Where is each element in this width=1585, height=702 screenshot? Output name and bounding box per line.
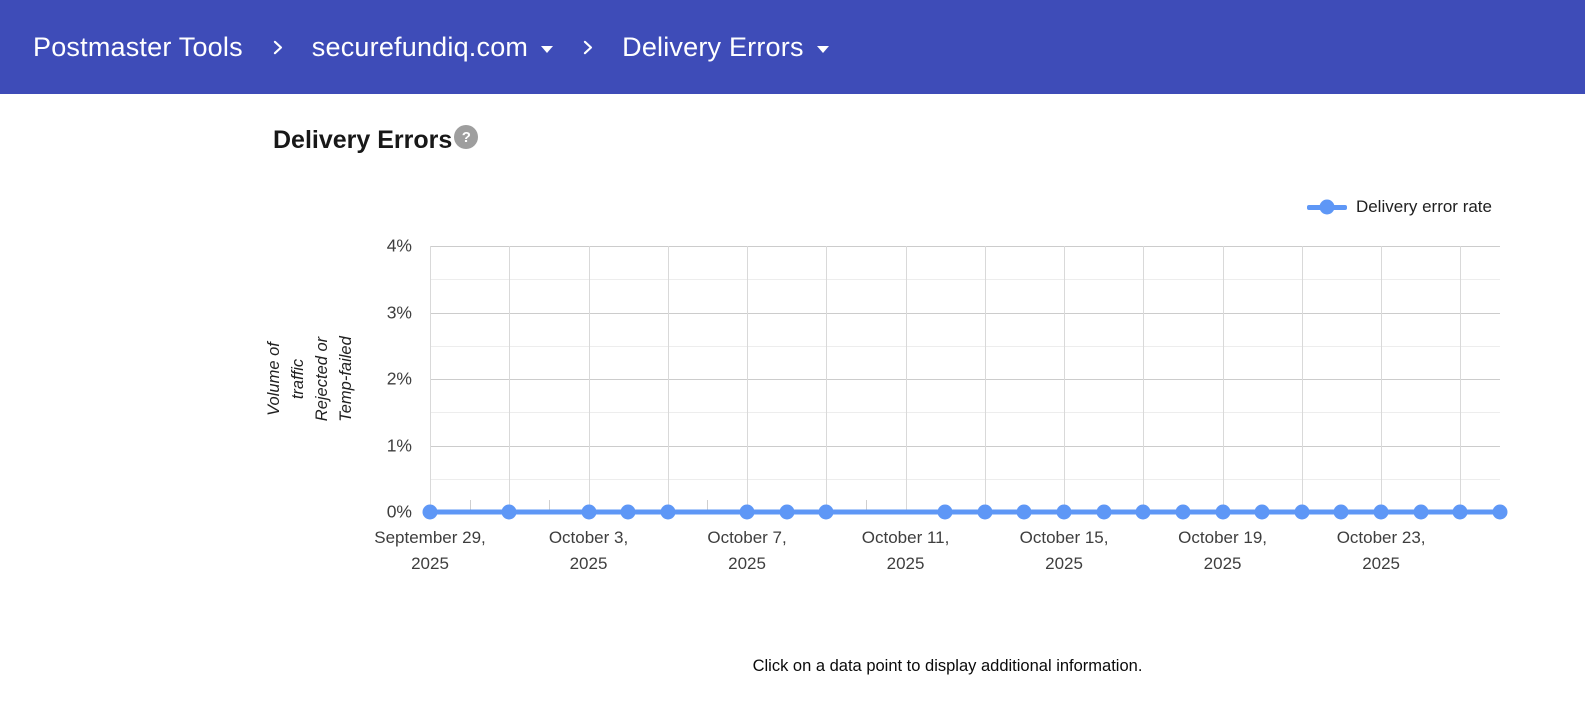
y-minor-gridline: [430, 478, 1500, 480]
data-point[interactable]: [977, 504, 993, 520]
data-point[interactable]: [1056, 504, 1072, 520]
x-tick-label: October 7, 2025: [707, 528, 787, 573]
legend-line-marker: [1306, 199, 1347, 215]
y-major-gridline: [430, 246, 1500, 247]
legend-dot-marker: [1319, 199, 1335, 215]
data-point[interactable]: [581, 504, 597, 520]
x-tick-label: October 11, 2025: [861, 528, 950, 573]
report-selector[interactable]: Delivery Errors: [622, 32, 829, 63]
x-tick-label: October 19, 2025: [1178, 528, 1267, 573]
y-major-gridline: [430, 445, 1500, 447]
data-point[interactable]: [422, 504, 438, 520]
x-gridline: [984, 246, 986, 512]
page-title: Delivery Errors: [273, 126, 453, 154]
y-tick-label: 2%: [386, 368, 412, 389]
x-tick-label: September 29, 2025: [374, 528, 486, 573]
dropdown-caret-icon: [541, 46, 554, 53]
data-point[interactable]: [1016, 504, 1032, 520]
data-point[interactable]: [620, 504, 636, 520]
domain-selector[interactable]: securefundiq.com: [311, 31, 554, 63]
data-point[interactable]: [1254, 504, 1270, 520]
x-gridline: [1381, 246, 1383, 512]
app-header: Postmaster Tools securefundiq.com Delive…: [0, 0, 1585, 94]
data-point[interactable]: [1492, 504, 1508, 520]
footer-note: Click on a data point to display additio…: [752, 657, 1143, 675]
data-point[interactable]: [501, 504, 517, 520]
data-point[interactable]: [1096, 504, 1112, 520]
x-gridline: [588, 246, 590, 512]
x-gridline: [509, 246, 511, 512]
data-point[interactable]: [1413, 504, 1429, 520]
breadcrumb: Postmaster Tools securefundiq.com Delive…: [33, 32, 829, 63]
domain-selector-label: securefundiq.com: [311, 31, 529, 62]
trend-line: [430, 509, 1500, 515]
legend-label: Delivery error rate: [1355, 197, 1492, 216]
y-major-gridline: [430, 312, 1500, 314]
x-gridline: [826, 246, 828, 512]
data-point[interactable]: [1333, 504, 1349, 520]
x-tick-label: October 23, 2025: [1336, 528, 1426, 573]
x-gridline: [430, 246, 431, 512]
data-point[interactable]: [779, 504, 795, 520]
x-gridline: [1064, 246, 1066, 512]
dropdown-caret-icon: [816, 46, 829, 53]
x-minor-tick: [865, 500, 867, 512]
x-gridline: [1143, 246, 1145, 512]
chart-legend: Delivery error rate: [1306, 197, 1492, 217]
data-point[interactable]: [660, 504, 676, 520]
x-gridline: [667, 246, 669, 512]
data-point[interactable]: [1135, 504, 1151, 520]
data-point[interactable]: [1294, 504, 1310, 520]
plot-area: September 29, 2025 October 3, 2025 October 7…: [374, 246, 1508, 573]
x-gridline: [1301, 246, 1303, 512]
data-point[interactable]: [937, 504, 953, 520]
y-tick-label: 1%: [386, 435, 412, 455]
data-point[interactable]: [1175, 504, 1191, 520]
chevron-right-icon: [267, 37, 288, 58]
x-gridline: [1222, 246, 1224, 512]
y-tick-label: 3%: [386, 302, 412, 322]
x-gridline: [1460, 246, 1462, 512]
y-minor-gridline: [430, 412, 1500, 414]
data-point[interactable]: [1215, 504, 1231, 520]
x-tick-label: October 15, 2025: [1019, 528, 1109, 573]
x-tick-label: October 3, 2025: [548, 528, 629, 573]
chevron-right-icon: [577, 37, 598, 58]
breadcrumb-postmaster-tools[interactable]: Postmaster Tools: [33, 31, 243, 62]
x-gridline: [905, 246, 907, 512]
y-axis-labels: 0% 1% 2% 3% 4%: [330, 236, 412, 522]
x-gridline: [747, 246, 749, 512]
y-minor-gridline: [430, 279, 1500, 281]
y-tick-label: 4%: [386, 235, 412, 256]
data-point[interactable]: [1373, 504, 1389, 520]
y-minor-gridline: [430, 345, 1500, 347]
data-point[interactable]: [818, 504, 834, 520]
report-selector-label: Delivery Errors: [622, 31, 804, 62]
data-point[interactable]: [739, 504, 755, 520]
x-minor-tick: [707, 500, 709, 512]
y-tick-label: 0%: [386, 501, 412, 522]
x-minor-tick: [548, 500, 550, 512]
y-major-gridline: [430, 379, 1500, 380]
x-minor-tick: [469, 500, 471, 512]
data-point[interactable]: [1452, 504, 1468, 520]
help-icon[interactable]: ?: [454, 125, 479, 149]
